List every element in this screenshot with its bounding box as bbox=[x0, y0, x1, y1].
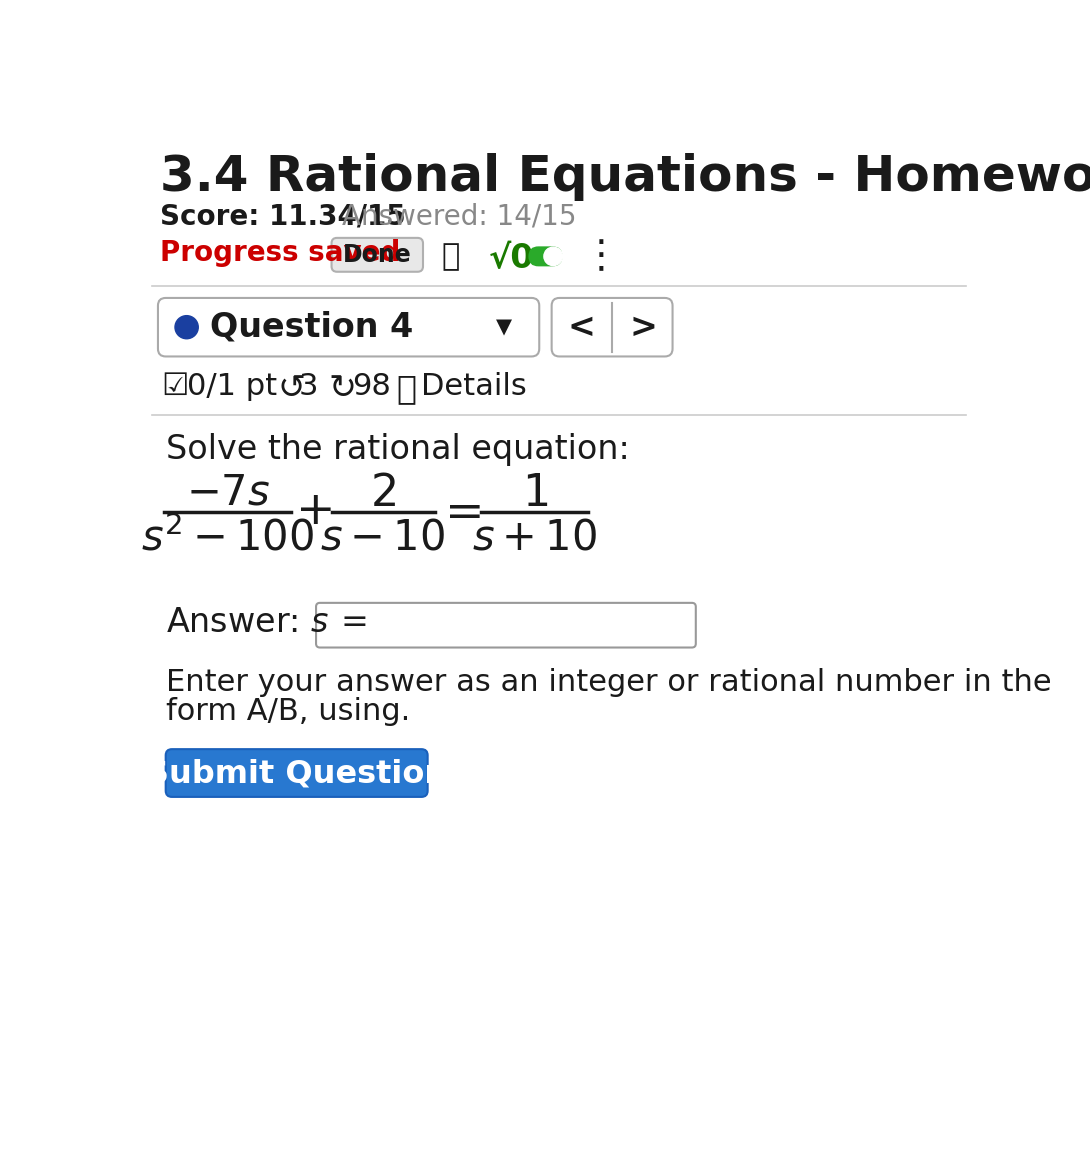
Text: 98: 98 bbox=[352, 372, 390, 401]
Text: ☑: ☑ bbox=[161, 372, 189, 401]
Text: $-7s$: $-7s$ bbox=[185, 473, 270, 514]
Text: ⋮: ⋮ bbox=[582, 237, 620, 275]
Circle shape bbox=[175, 316, 198, 339]
Text: 0/1 pt: 0/1 pt bbox=[186, 372, 277, 401]
Text: Solve the rational equation:: Solve the rational equation: bbox=[166, 433, 629, 467]
Text: Details: Details bbox=[422, 372, 528, 401]
Text: <: < bbox=[568, 311, 596, 344]
FancyBboxPatch shape bbox=[158, 298, 540, 356]
Text: √0: √0 bbox=[489, 243, 534, 275]
Text: Submit Question: Submit Question bbox=[146, 758, 447, 789]
Text: $s^2 - 100$: $s^2 - 100$ bbox=[141, 517, 314, 560]
Text: Answered: 14/15: Answered: 14/15 bbox=[341, 202, 577, 231]
Text: 3: 3 bbox=[299, 372, 318, 401]
FancyBboxPatch shape bbox=[331, 238, 423, 272]
FancyBboxPatch shape bbox=[552, 298, 673, 356]
Text: $+$: $+$ bbox=[294, 490, 331, 534]
Text: >: > bbox=[629, 311, 657, 344]
FancyBboxPatch shape bbox=[316, 603, 695, 648]
Text: $s + 10$: $s + 10$ bbox=[472, 517, 597, 558]
Text: 3.4 Rational Equations - Homework: 3.4 Rational Equations - Homework bbox=[159, 153, 1090, 201]
Text: $1$: $1$ bbox=[521, 473, 547, 515]
FancyBboxPatch shape bbox=[529, 246, 562, 266]
Text: Question 4: Question 4 bbox=[210, 311, 413, 344]
Text: 🖨: 🖨 bbox=[441, 241, 459, 271]
Text: $=$: $=$ bbox=[435, 490, 481, 534]
Text: Enter your answer as an integer or rational number in the: Enter your answer as an integer or ratio… bbox=[166, 668, 1052, 697]
Text: ↺: ↺ bbox=[277, 372, 305, 405]
Text: Done: Done bbox=[343, 243, 412, 267]
Text: Progress saved: Progress saved bbox=[159, 239, 400, 267]
Text: Answer: $s\,=$: Answer: $s\,=$ bbox=[166, 606, 366, 640]
FancyBboxPatch shape bbox=[166, 749, 427, 796]
Text: form A/B, using.: form A/B, using. bbox=[166, 697, 410, 726]
Circle shape bbox=[544, 247, 562, 266]
Text: ▼: ▼ bbox=[496, 317, 512, 337]
Text: Score: 11.34/15: Score: 11.34/15 bbox=[159, 202, 405, 231]
Text: ⓘ: ⓘ bbox=[396, 372, 416, 405]
Text: ↻: ↻ bbox=[328, 372, 356, 405]
Text: $2$: $2$ bbox=[370, 473, 396, 515]
Text: $s - 10$: $s - 10$ bbox=[320, 517, 445, 558]
